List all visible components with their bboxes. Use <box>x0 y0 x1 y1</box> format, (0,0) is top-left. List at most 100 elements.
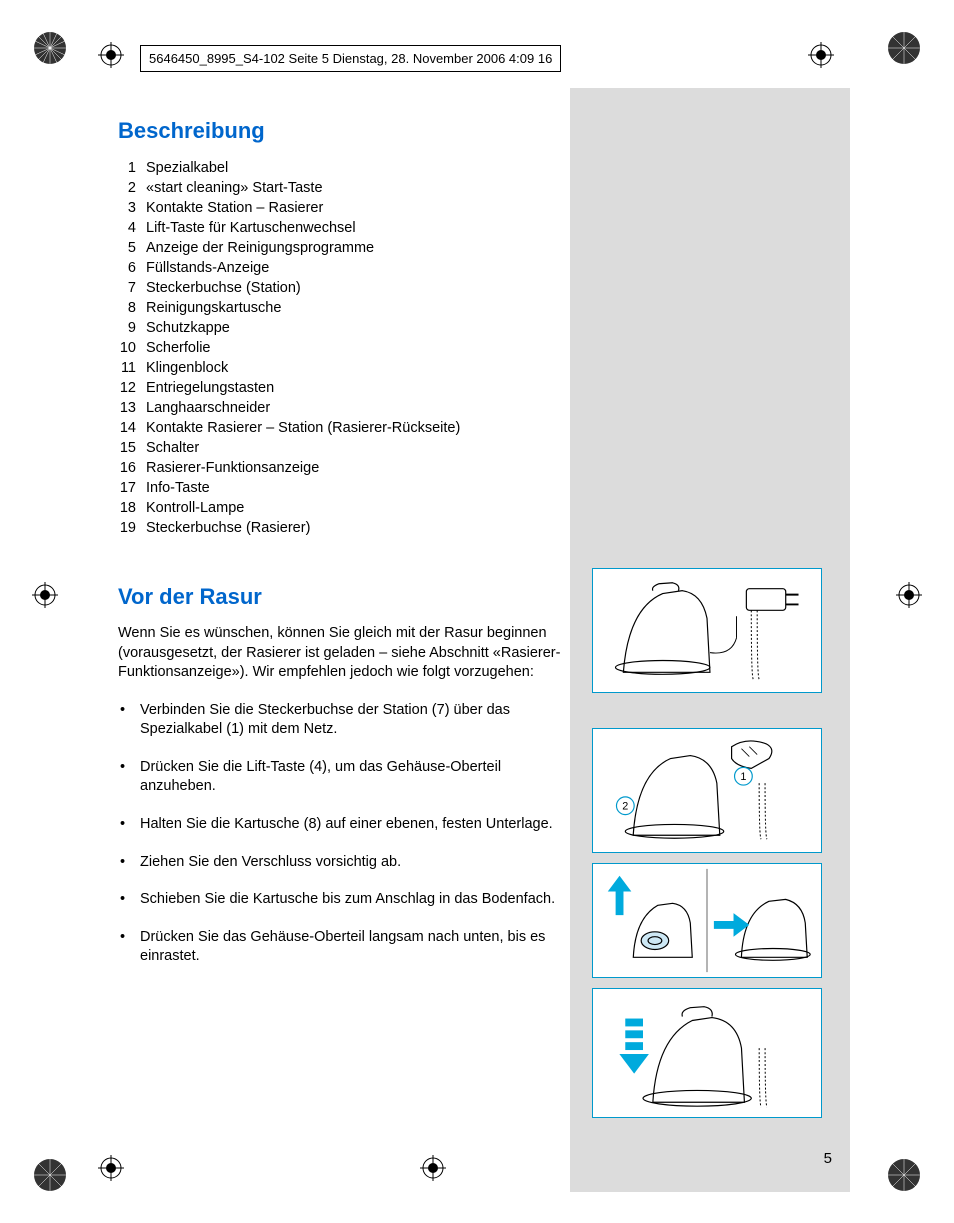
description-item: 18Kontroll-Lampe <box>118 498 563 518</box>
description-item: 6Füllstands-Anzeige <box>118 258 563 278</box>
item-number: 14 <box>118 418 146 438</box>
item-text: Kontroll-Lampe <box>146 498 563 518</box>
step-item: •Verbinden Sie die Steckerbuchse der Sta… <box>118 701 563 740</box>
bullet-icon: • <box>118 890 140 910</box>
item-text: Entriegelungstasten <box>146 378 563 398</box>
item-number: 12 <box>118 378 146 398</box>
corner-ornament-icon <box>886 30 922 66</box>
bullet-icon: • <box>118 853 140 873</box>
step-item: •Drücken Sie die Lift-Taste (4), um das … <box>118 758 563 797</box>
bullet-icon: • <box>118 701 140 740</box>
item-number: 5 <box>118 238 146 258</box>
steps-list: •Verbinden Sie die Steckerbuchse der Sta… <box>118 701 563 967</box>
heading-beschreibung: Beschreibung <box>118 118 563 144</box>
registration-mark-icon <box>808 42 834 68</box>
item-number: 13 <box>118 398 146 418</box>
item-number: 9 <box>118 318 146 338</box>
registration-mark-icon <box>420 1155 446 1181</box>
figure-3 <box>592 863 822 978</box>
figure-column: 1 2 <box>570 88 850 1192</box>
text-content: Beschreibung 1Spezialkabel2«start cleani… <box>118 118 563 985</box>
step-text: Ziehen Sie den Verschluss vorsichtig ab. <box>140 853 563 873</box>
figure-2: 1 2 <box>592 728 822 853</box>
registration-mark-icon <box>896 582 922 608</box>
item-text: Klingenblock <box>146 358 563 378</box>
step-item: •Schieben Sie die Kartusche bis zum Ansc… <box>118 890 563 910</box>
item-number: 4 <box>118 218 146 238</box>
description-item: 2«start cleaning» Start-Taste <box>118 178 563 198</box>
item-text: Schutzkappe <box>146 318 563 338</box>
item-text: Rasierer-Funktionsanzeige <box>146 458 563 478</box>
bullet-icon: • <box>118 928 140 967</box>
description-item: 11Klingenblock <box>118 358 563 378</box>
document-header-box: 5646450_8995_S4-102 Seite 5 Dienstag, 28… <box>140 45 561 72</box>
item-number: 7 <box>118 278 146 298</box>
heading-vor-der-rasur: Vor der Rasur <box>118 584 563 610</box>
item-number: 18 <box>118 498 146 518</box>
description-item: 8Reinigungskartusche <box>118 298 563 318</box>
description-item: 12Entriegelungstasten <box>118 378 563 398</box>
description-item: 3Kontakte Station – Rasierer <box>118 198 563 218</box>
item-text: Steckerbuchse (Station) <box>146 278 563 298</box>
item-number: 17 <box>118 478 146 498</box>
step-text: Drücken Sie die Lift-Taste (4), um das G… <box>140 758 563 797</box>
step-text: Halten Sie die Kartusche (8) auf einer e… <box>140 815 563 835</box>
item-text: Anzeige der Reinigungsprogramme <box>146 238 563 258</box>
description-item: 1Spezialkabel <box>118 158 563 178</box>
step-text: Verbinden Sie die Steckerbuchse der Stat… <box>140 701 563 740</box>
description-item: 14Kontakte Rasierer – Station (Rasierer-… <box>118 418 563 438</box>
item-text: «start cleaning» Start-Taste <box>146 178 563 198</box>
step-item: •Drücken Sie das Gehäuse-Oberteil langsa… <box>118 928 563 967</box>
description-item: 9Schutzkappe <box>118 318 563 338</box>
item-number: 6 <box>118 258 146 278</box>
item-number: 2 <box>118 178 146 198</box>
item-text: Lift-Taste für Kartuschenwechsel <box>146 218 563 238</box>
item-text: Füllstands-Anzeige <box>146 258 563 278</box>
item-number: 19 <box>118 518 146 538</box>
item-text: Kontakte Station – Rasierer <box>146 198 563 218</box>
description-item: 5Anzeige der Reinigungsprogramme <box>118 238 563 258</box>
item-number: 1 <box>118 158 146 178</box>
bullet-icon: • <box>118 815 140 835</box>
description-item: 17Info-Taste <box>118 478 563 498</box>
bullet-icon: • <box>118 758 140 797</box>
item-number: 15 <box>118 438 146 458</box>
step-text: Schieben Sie die Kartusche bis zum Ansch… <box>140 890 563 910</box>
page-number: 5 <box>824 1150 832 1167</box>
item-number: 8 <box>118 298 146 318</box>
registration-mark-icon <box>98 42 124 68</box>
step-item: •Halten Sie die Kartusche (8) auf einer … <box>118 815 563 835</box>
corner-ornament-icon <box>886 1157 922 1193</box>
item-text: Reinigungskartusche <box>146 298 563 318</box>
item-number: 3 <box>118 198 146 218</box>
item-text: Scherfolie <box>146 338 563 358</box>
figure-1 <box>592 568 822 693</box>
description-item: 15Schalter <box>118 438 563 458</box>
description-item: 13Langhaarschneider <box>118 398 563 418</box>
item-text: Steckerbuchse (Rasierer) <box>146 518 563 538</box>
registration-mark-icon <box>32 582 58 608</box>
figure-2-label-1: 1 <box>740 771 746 783</box>
intro-paragraph: Wenn Sie es wünschen, können Sie gleich … <box>118 624 563 683</box>
step-text: Drücken Sie das Gehäuse-Oberteil langsam… <box>140 928 563 967</box>
description-item: 16Rasierer-Funktionsanzeige <box>118 458 563 478</box>
description-item: 10Scherfolie <box>118 338 563 358</box>
document-header-text: 5646450_8995_S4-102 Seite 5 Dienstag, 28… <box>149 51 552 66</box>
page: 5646450_8995_S4-102 Seite 5 Dienstag, 28… <box>0 0 954 1223</box>
corner-ornament-icon <box>32 1157 68 1193</box>
figure-2-label-2: 2 <box>622 801 628 813</box>
step-item: •Ziehen Sie den Verschluss vorsichtig ab… <box>118 853 563 873</box>
item-number: 11 <box>118 358 146 378</box>
description-item: 19Steckerbuchse (Rasierer) <box>118 518 563 538</box>
item-text: Langhaarschneider <box>146 398 563 418</box>
item-text: Kontakte Rasierer – Station (Rasierer-Rü… <box>146 418 563 438</box>
registration-mark-icon <box>98 1155 124 1181</box>
description-item: 4Lift-Taste für Kartuschenwechsel <box>118 218 563 238</box>
item-number: 16 <box>118 458 146 478</box>
item-number: 10 <box>118 338 146 358</box>
item-text: Spezialkabel <box>146 158 563 178</box>
corner-ornament-icon <box>32 30 68 66</box>
description-item: 7Steckerbuchse (Station) <box>118 278 563 298</box>
item-text: Info-Taste <box>146 478 563 498</box>
figure-4 <box>592 988 822 1118</box>
